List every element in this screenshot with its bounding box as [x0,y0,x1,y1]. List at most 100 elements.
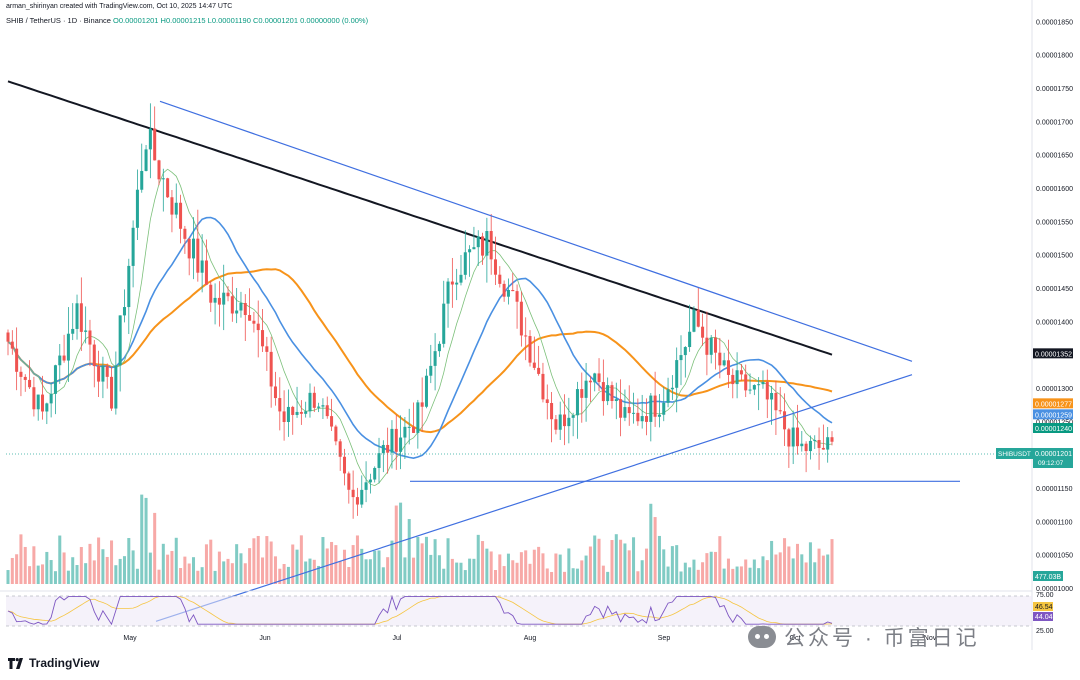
volume-bar [632,537,636,584]
volume-bar [230,563,234,584]
candle [148,103,152,179]
volume-bar [580,560,584,584]
candle [412,402,416,434]
candle [511,272,515,292]
volume-bar [342,549,347,584]
candle [636,398,640,426]
price-tag-label: 0.00001352 [1035,351,1072,358]
tradingview-brand[interactable]: TradingView [8,656,99,670]
candle [71,303,75,341]
volume-bar [32,546,36,584]
candle [200,234,204,293]
candle [545,384,549,420]
volume-bar [248,548,252,584]
volume-bar [41,564,45,584]
volume-bar [498,554,502,584]
candle [446,278,450,328]
candle [528,330,532,367]
candle [213,283,217,325]
volume-bar [105,556,109,584]
candle [390,420,394,469]
candle [278,377,282,431]
volume-bar [640,560,644,584]
symbol-legend: SHIB / TetherUS · 1D · Binance O0.000012… [6,16,368,25]
volume-bar [278,568,282,584]
volume-bar [493,570,498,584]
candle [183,225,187,254]
y-tick-label: 0.00001250 [1036,419,1073,426]
candle [295,386,299,418]
volume-bar [338,561,342,584]
volume-bar [826,554,830,584]
volume-bar [204,544,208,584]
volume-bar [49,560,53,584]
candle [498,266,502,288]
candle [757,377,761,411]
volume-bar [722,568,726,584]
candle [739,364,743,381]
price-tag [1033,409,1073,420]
candle [248,288,252,321]
volume-bar [295,549,299,584]
candle [610,381,614,409]
volume-bar [778,552,782,584]
candle [342,448,347,486]
volume-bar [701,562,705,584]
candle [317,402,321,413]
candle [273,371,277,406]
candle [122,289,126,323]
volume-bar [761,556,765,584]
candle [45,402,49,425]
candle [502,280,506,302]
ema20-line [7,168,833,487]
candle [722,352,726,367]
candle [114,351,118,415]
x-tick-label: Sep [658,635,671,642]
volume-bar [800,554,804,584]
volume-bar [442,568,446,584]
volume-bar [75,565,79,584]
volume-bar [506,553,510,584]
candle [19,366,23,397]
volume-bar [381,567,385,584]
volume-bar [679,571,683,584]
volume-bar [644,548,649,584]
rsi-band [6,596,1032,626]
volume-bar [554,553,558,584]
candle [532,336,536,371]
volume-bar [735,566,739,584]
volume-bar [597,538,601,584]
volume-bar [459,562,463,584]
volume-bar [657,535,661,584]
upper-trendline [159,100,913,362]
volume-bar [726,558,730,584]
symbol-line: SHIB / TetherUS · 1D · Binance [6,16,111,25]
ema50-line [7,216,833,460]
volume-bar [563,571,567,584]
candle [468,245,472,277]
volume-tag [1033,571,1063,581]
candle [118,315,122,392]
volume-bar [191,557,196,584]
x-tick-label: Oct [790,635,801,642]
candle [101,356,105,399]
candle [235,287,239,324]
volume-bar [364,559,368,584]
volume-bar [752,559,756,584]
candle [472,226,476,250]
rsi-ma-label: 46.54 [1035,604,1053,611]
volume-bar [446,538,450,584]
volume-tag-label: 477.03B [1035,574,1061,581]
candle [437,341,441,357]
candle [800,431,804,452]
volume-bar [394,505,398,584]
candle [623,389,627,422]
volume-bar [588,546,592,584]
volume-bar [256,535,260,584]
candle [688,304,692,352]
volume-bar [593,535,597,584]
candle [140,143,144,193]
candle [347,471,351,504]
candle [735,352,739,399]
